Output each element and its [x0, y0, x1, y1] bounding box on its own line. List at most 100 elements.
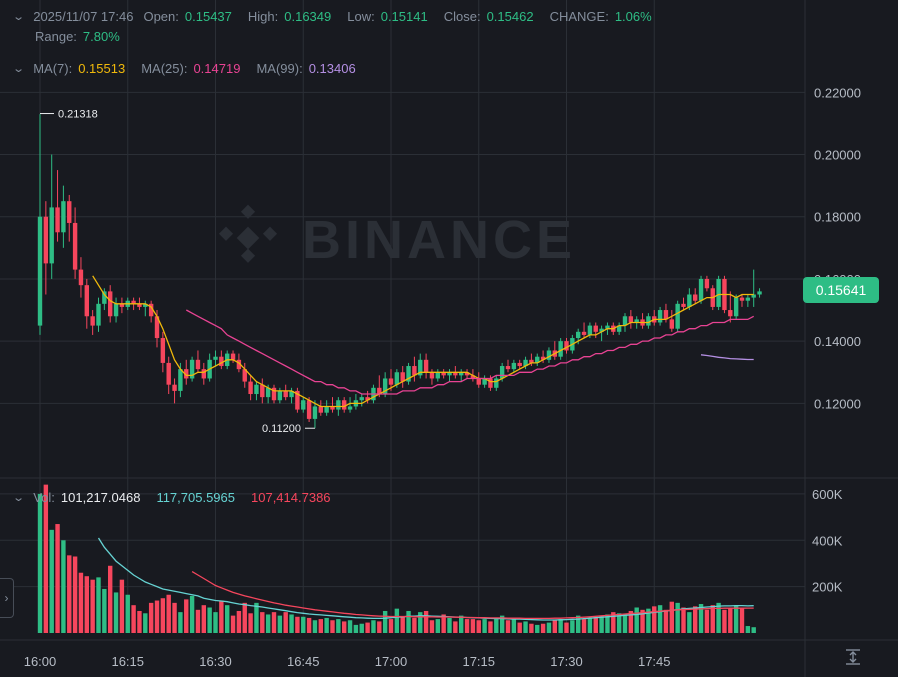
candle-body	[739, 297, 745, 301]
candle-body	[172, 384, 177, 391]
volume-bar	[201, 605, 206, 633]
candle-body	[119, 303, 125, 307]
candle-body	[494, 378, 499, 388]
price-tick-label: 0.14000	[814, 334, 861, 349]
candle-body	[277, 390, 283, 401]
volume-bar	[295, 616, 300, 633]
candle-body	[260, 384, 265, 398]
range-info-row: Range: 7.80%	[35, 29, 130, 44]
volume-bar	[669, 601, 674, 633]
time-tick-label: 17:15	[462, 654, 495, 669]
time-tick-label: 16:15	[111, 654, 144, 669]
volume-bar	[488, 621, 493, 633]
volume-bar	[260, 612, 265, 633]
ma7-label: MA(7):	[33, 61, 73, 76]
range-value: 7.80%	[82, 29, 120, 44]
volume-bar	[289, 614, 294, 633]
volume-bar	[225, 605, 230, 633]
expand-vertical-icon[interactable]	[840, 645, 866, 669]
volume-bar	[178, 612, 183, 633]
high-price-annotation: 0.21318	[58, 109, 98, 121]
open-value: 0.15437	[184, 9, 232, 24]
candle-body	[499, 366, 505, 379]
candle-body	[166, 362, 171, 385]
volume-bar	[336, 619, 341, 633]
candle-body	[423, 359, 429, 373]
candle-body	[757, 291, 762, 295]
candle-body	[347, 406, 353, 410]
chevron-down-icon[interactable]: ⌄	[12, 63, 26, 75]
volume-bar	[470, 619, 476, 633]
volume-bar	[693, 606, 698, 633]
volume-bar	[423, 610, 429, 633]
candle-body	[330, 406, 335, 410]
volume-bar	[324, 617, 329, 633]
candle-body	[78, 269, 84, 286]
volume-bar	[160, 598, 166, 633]
volume-bar	[611, 612, 616, 633]
volume-bar	[371, 620, 376, 633]
change-value: 1.06%	[614, 9, 652, 24]
candle-body	[236, 359, 242, 370]
candle-body	[587, 325, 593, 335]
candle-body	[336, 400, 341, 410]
candle-body	[751, 294, 756, 298]
candle-body	[669, 319, 674, 329]
candle-body	[540, 356, 546, 360]
candle-body	[634, 319, 639, 323]
candle-body	[195, 359, 201, 370]
volume-bar	[148, 602, 154, 633]
volume-bar	[254, 602, 259, 633]
chevron-down-icon[interactable]: ⌄	[12, 11, 26, 23]
volume-ma1-value: 117,705.5965	[156, 490, 235, 505]
candle-body	[511, 362, 517, 370]
ma99-label: MA(99):	[256, 61, 303, 76]
time-tick-label: 16:30	[199, 654, 232, 669]
chevron-down-icon[interactable]: ⌄	[12, 492, 26, 504]
volume-bar	[342, 621, 347, 633]
moving-average-lines	[92, 275, 755, 621]
ma99-value: 0.13406	[308, 61, 356, 76]
volume-bar	[459, 615, 464, 633]
volume-bar	[388, 619, 394, 633]
candle-body	[517, 362, 522, 367]
time-tick-label: 16:45	[287, 654, 320, 669]
volume-bar	[523, 621, 528, 633]
volume-bar	[476, 620, 481, 633]
candle-body	[342, 400, 347, 410]
candle-body	[681, 303, 686, 307]
volume-bar	[49, 529, 54, 633]
volume-bar	[499, 615, 505, 633]
candle-body	[67, 201, 72, 223]
ma25-value: 0.14719	[193, 61, 241, 76]
candle-body	[230, 353, 236, 360]
candle-body	[546, 350, 552, 360]
volume-bar	[733, 605, 739, 633]
volume-bar	[102, 588, 107, 633]
volume-bar	[511, 619, 517, 633]
volume-bar	[710, 605, 715, 633]
volume-bar	[687, 612, 692, 633]
time-tick-label: 17:00	[375, 654, 408, 669]
candle-body	[49, 207, 54, 264]
volume-bar	[657, 605, 663, 633]
volume-bar	[652, 606, 657, 633]
volume-value: 101,217.0468	[60, 490, 141, 505]
volume-bar	[271, 612, 277, 633]
volume-bar	[704, 609, 710, 633]
volume-bar	[745, 626, 751, 633]
volume-bar	[219, 600, 224, 633]
candle-body	[687, 294, 692, 307]
volume-bar	[125, 594, 130, 633]
volume-bar	[441, 614, 446, 633]
candle-body	[289, 390, 294, 398]
volume-bar	[640, 609, 645, 633]
volume-bar	[359, 623, 364, 633]
volume-bar	[242, 602, 247, 633]
ohlc-info-row: ⌄ 2025/11/07 17:46 Open: 0.15437 High: 0…	[12, 9, 662, 24]
candle-body	[704, 278, 710, 289]
chevron-right-icon[interactable]: ›	[0, 578, 14, 618]
volume-tick-label: 400K	[812, 533, 843, 548]
volume-bar	[739, 607, 745, 633]
